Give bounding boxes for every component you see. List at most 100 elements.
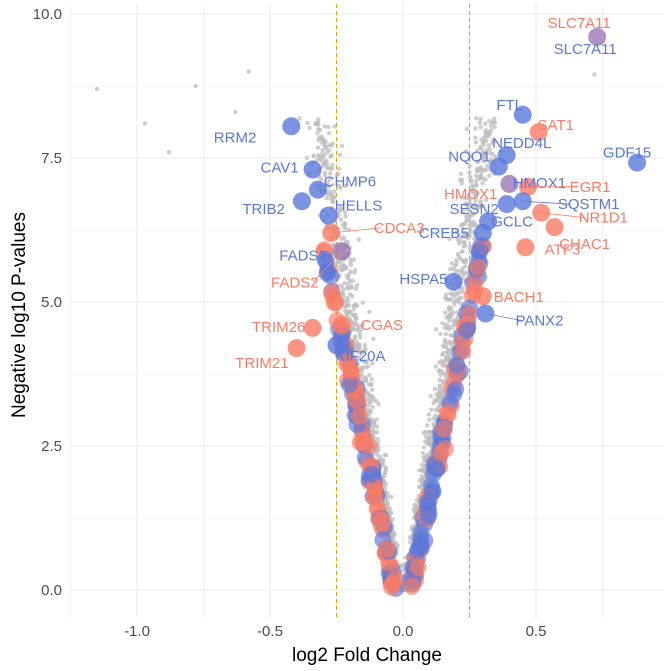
gene-label: ATF3 (545, 241, 581, 258)
gene-point (342, 281, 347, 286)
gene-point (353, 286, 358, 291)
labeled-gene-point (545, 218, 564, 237)
axis-ticks: -1.0 -0.5 0.0 0.5 0.0 2.5 5.0 7.5 10.0 (33, 6, 547, 640)
gene-point (459, 268, 464, 273)
gene-label: HMOX1 (444, 186, 497, 203)
gene-point (449, 305, 454, 311)
gene-point (413, 505, 418, 510)
gene-point (433, 327, 439, 332)
gene-point (467, 174, 473, 180)
gene-point (332, 124, 337, 129)
x-axis-title: log2 Fold Change (292, 645, 442, 666)
labeled-gene-point (513, 105, 532, 124)
gene-point (428, 394, 434, 399)
gene-point (486, 143, 491, 148)
gene-point (432, 397, 438, 403)
gene-point (338, 208, 344, 213)
gene-point (318, 156, 323, 161)
gene-label: SLC7A11 (554, 41, 617, 58)
label-leader-line (541, 212, 586, 219)
gene-point (473, 198, 478, 203)
gene-point (353, 334, 358, 339)
gene-point (331, 189, 337, 194)
gene-point (474, 116, 479, 121)
gene-point (443, 310, 448, 315)
x-tick-label: 0.0 (393, 623, 414, 640)
gene-point (449, 333, 455, 338)
gene-point (444, 315, 449, 320)
gene-point (483, 130, 488, 135)
labeled-gene-point (303, 318, 322, 337)
gene-point (448, 312, 453, 317)
enriched-gene-point (448, 356, 466, 374)
labeled-gene-point (628, 153, 647, 172)
gene-point (357, 345, 362, 351)
significant-points (282, 28, 647, 597)
gene-point (329, 143, 334, 148)
label-leader-line (485, 313, 522, 321)
gene-point (467, 217, 472, 222)
enriched-gene-point (341, 376, 358, 394)
enriched-gene-point (339, 353, 357, 371)
labeled-gene-point (282, 117, 301, 136)
gene-point (323, 158, 328, 164)
gene-point (473, 135, 478, 140)
labeled-gene-point (308, 180, 327, 199)
gene-point (368, 382, 374, 388)
gene-point (440, 352, 445, 357)
gene-point (142, 121, 148, 126)
gene-point (443, 372, 448, 377)
gene-point (374, 430, 380, 435)
x-tick-label: 0.5 (526, 623, 547, 640)
gene-point (426, 412, 431, 417)
gene-point (371, 419, 376, 424)
gene-point (383, 465, 388, 470)
gene-point (492, 116, 497, 122)
gene-point (330, 198, 335, 204)
gene-label: SQSTM1 (558, 196, 620, 213)
gene-point (322, 152, 327, 158)
gene-point (325, 179, 331, 185)
gene-point (437, 360, 442, 365)
gene-point (349, 284, 354, 289)
gene-point (345, 275, 351, 281)
labeled-gene-point (497, 195, 516, 214)
gene-point (490, 120, 495, 125)
gene-point (343, 210, 348, 215)
gene-point (354, 303, 360, 309)
gene-point (454, 258, 459, 263)
gene-point (354, 283, 360, 288)
gene-point (388, 494, 394, 499)
gene-point (370, 361, 375, 366)
enriched-gene-point (403, 577, 421, 595)
gene-point (343, 214, 348, 219)
gene-point (367, 393, 373, 398)
gene-label: TRIM21 (235, 355, 288, 372)
gene-point (352, 268, 358, 273)
gene-point (478, 124, 483, 130)
gene-point (336, 166, 342, 171)
gene-point (482, 139, 487, 144)
gene-point (356, 237, 361, 242)
enriched-gene-point (460, 305, 478, 323)
gene-point (346, 281, 351, 287)
gene-point (350, 294, 355, 299)
gene-label: CHAC1 (559, 236, 610, 253)
gene-point (470, 204, 475, 209)
gene-point (454, 261, 459, 267)
gene-point (449, 261, 455, 266)
gene-point (458, 256, 463, 262)
gene-point (461, 239, 467, 244)
y-tick-label: 10.0 (33, 6, 62, 23)
gene-point (464, 149, 469, 154)
gene-point (469, 154, 474, 159)
gene-point (446, 350, 451, 355)
label-leader-line (312, 251, 343, 283)
gene-point (423, 439, 428, 445)
gene-point (440, 360, 446, 366)
gene-point (467, 170, 472, 175)
gene-label: CDCA3 (374, 220, 425, 237)
gene-point (322, 170, 328, 175)
gene-point (493, 154, 498, 159)
gene-point (382, 485, 388, 491)
